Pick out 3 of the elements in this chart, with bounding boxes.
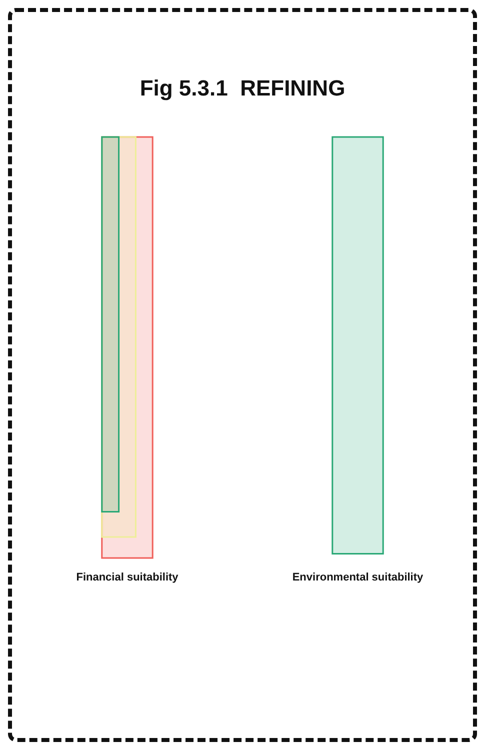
x-tick-label: Environmental suitability (292, 572, 424, 584)
chart-title: Fig 5.3.1 REFINING (140, 76, 346, 100)
x-tick-label: Financial suitability (76, 572, 180, 584)
